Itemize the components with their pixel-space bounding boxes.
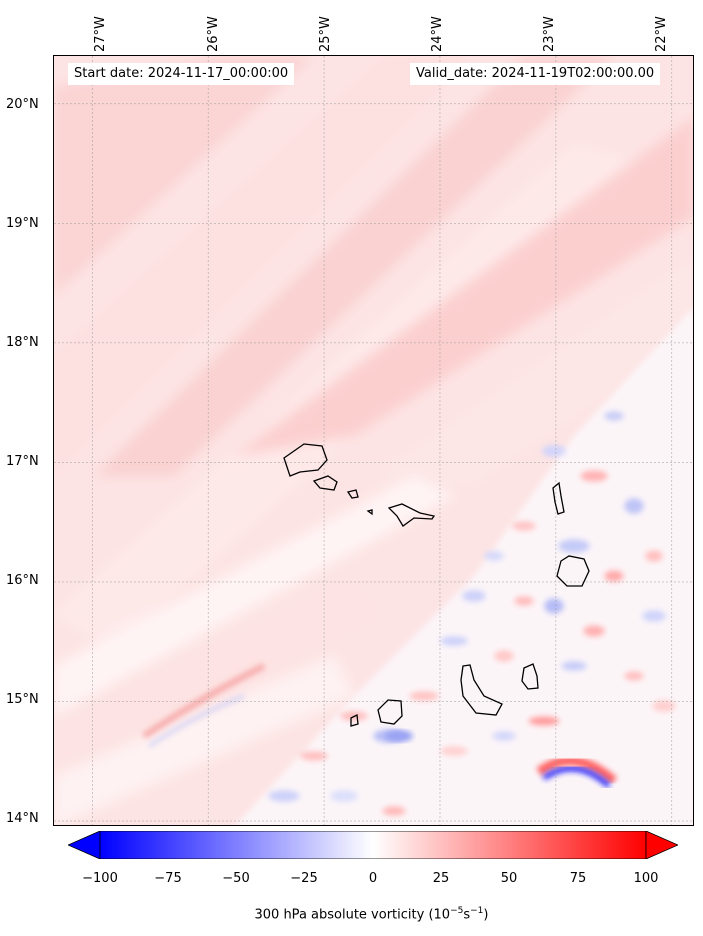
island-santa-luzia bbox=[346, 489, 359, 499]
colorbar-extend-max bbox=[645, 831, 678, 859]
start-date-label: Start date: 2024-11-17_00:00:00 bbox=[68, 63, 295, 85]
colorbar-tick: 75 bbox=[569, 871, 587, 886]
colorbar-tick: −75 bbox=[154, 871, 182, 886]
lat-label: 19°N bbox=[6, 216, 39, 231]
colorbar-tick: −25 bbox=[290, 871, 318, 886]
islands bbox=[283, 443, 590, 727]
island-sao-nicolau-a bbox=[366, 509, 373, 516]
island-boa-vista bbox=[556, 555, 590, 587]
island-brava bbox=[350, 714, 359, 727]
colorbar-tick: 25 bbox=[432, 871, 450, 886]
lat-label: 15°N bbox=[6, 692, 39, 707]
island-sao-nicolau bbox=[387, 503, 436, 527]
lat-label: 16°N bbox=[6, 573, 39, 588]
lon-label: 25°W bbox=[318, 16, 333, 52]
vorticity-bands bbox=[54, 56, 693, 825]
island-fogo bbox=[377, 699, 403, 725]
lon-label: 27°W bbox=[93, 16, 108, 52]
colorbar-extend-min bbox=[68, 831, 101, 859]
island-maio bbox=[521, 663, 539, 690]
island-sal bbox=[552, 481, 565, 515]
lat-label: 20°N bbox=[6, 97, 39, 112]
colorbar-tick: 0 bbox=[368, 871, 378, 886]
lon-label: 22°W bbox=[654, 16, 669, 52]
lon-label: 23°W bbox=[542, 16, 557, 52]
colorbar-tick: −100 bbox=[82, 871, 118, 886]
lon-label: 26°W bbox=[206, 16, 221, 52]
gridlines bbox=[54, 56, 693, 825]
colorbar-tick: 50 bbox=[500, 871, 518, 886]
island-santiago bbox=[460, 664, 503, 716]
vorticity-field bbox=[54, 56, 693, 825]
colorbar-body bbox=[99, 831, 647, 859]
island-santo-antao bbox=[283, 443, 328, 477]
valid-date-label: Valid_date: 2024-11-19T02:00:00.00 bbox=[410, 63, 661, 85]
lat-label: 18°N bbox=[6, 335, 39, 350]
map-panel bbox=[53, 55, 694, 826]
lat-label: 14°N bbox=[6, 811, 39, 826]
colorbar-tick: 100 bbox=[633, 871, 659, 886]
lat-label: 17°N bbox=[6, 454, 39, 469]
colorbar-tick: −50 bbox=[222, 871, 250, 886]
lon-label: 24°W bbox=[430, 16, 445, 52]
colorbar-label: 300 hPa absolute vorticity (10−5s−1) bbox=[254, 906, 489, 923]
colorbar bbox=[68, 831, 678, 859]
strong-vorticity-features bbox=[142, 663, 617, 788]
island-sao-vicente bbox=[312, 475, 338, 491]
